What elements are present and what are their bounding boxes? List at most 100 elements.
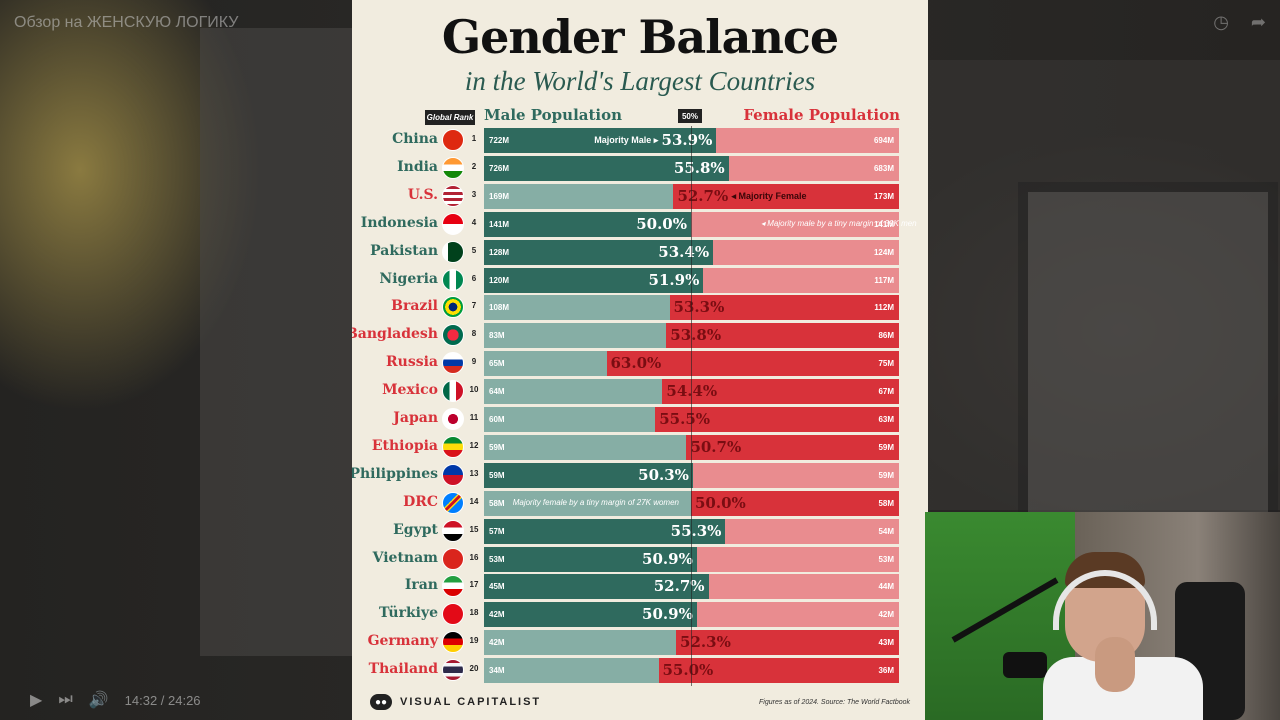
male-population: 45M — [489, 582, 505, 592]
female-population: 53M — [878, 554, 894, 564]
female-segment: 112M 53.3% — [669, 295, 899, 321]
play-icon[interactable]: ▶ — [30, 692, 43, 709]
chart-row: Japan 11 60M 63M 55.5% — [352, 407, 928, 432]
majority-percentage: 53.9% — [661, 131, 713, 149]
female-segment: 173M 52.7% ◂ Majority Female — [673, 183, 899, 209]
male-population: 108M — [489, 303, 510, 313]
male-population: 726M — [489, 163, 510, 173]
chart-row: U.S. 3 169M 173M 52.7% ◂ Majority Female — [352, 183, 928, 209]
female-segment: 124M — [713, 239, 899, 265]
rank-header: Global Rank — [425, 110, 475, 125]
female-segment: 53M — [696, 546, 899, 572]
chart-row: Philippines 13 59M 50.3% 59M — [352, 462, 928, 488]
gender-bar: 83M 86M 53.8% — [484, 323, 899, 349]
male-segment: 726M 55.8% — [484, 155, 729, 181]
majority-percentage: 52.7% — [653, 577, 705, 596]
country-name: India — [397, 158, 438, 175]
male-segment: 169M — [484, 183, 674, 209]
female-segment: 44M — [708, 574, 899, 600]
country-name: Iran — [404, 577, 438, 594]
majority-percentage: 50.3% — [638, 465, 689, 484]
brand-logo: ●● VISUAL CAPITALIST — [370, 694, 541, 710]
global-rank: 17 — [469, 580, 479, 590]
flag-thailand-icon — [442, 659, 464, 682]
flag-turkiye-icon — [442, 603, 464, 626]
chart-row: Vietnam 16 53M 50.9% 53M — [352, 546, 928, 572]
chart-row: Iran 17 45M 52.7% 44M — [352, 574, 928, 600]
male-segment: 65M — [484, 351, 607, 377]
male-segment: 64M — [484, 379, 663, 405]
country-name: Philippines — [352, 465, 438, 482]
gender-bar: 45M 52.7% 44M — [484, 574, 899, 600]
female-segment: 36M 55.0% — [658, 658, 899, 684]
bar-annotation: Majority Male ▸ — [594, 135, 659, 145]
male-segment: 53M 50.9% — [484, 546, 697, 572]
volume-icon[interactable]: 🔊 — [88, 692, 109, 709]
gender-bar: 64M 67M54.4% — [484, 379, 899, 405]
gender-bar: 169M 173M 52.7% ◂ Majority Female — [484, 183, 899, 209]
majority-percentage: 55.8% — [673, 158, 725, 177]
flag-drc-icon — [442, 491, 464, 514]
female-population: 683M — [873, 163, 894, 173]
global-rank: 20 — [469, 664, 479, 674]
male-segment: 141M 50.0% — [484, 211, 691, 237]
chart-row: Ethiopia 12 59M 59M 50.7% — [352, 434, 928, 460]
global-rank: 14 — [469, 496, 479, 506]
male-population: 64M — [489, 387, 505, 397]
chart-row: Brazil 7 108M 112M 53.3% — [352, 295, 928, 321]
chart-row: Nigeria 6 120M 51.9% 117M — [352, 267, 928, 293]
male-population: 42M — [489, 638, 505, 648]
country-name: China — [392, 131, 438, 147]
global-rank: 3 — [471, 189, 477, 199]
female-population: 59M — [878, 470, 894, 480]
gender-bar: 60M 63M 55.5% — [484, 407, 899, 432]
bar-annotation: ◂ Majority Female — [731, 190, 807, 201]
bar-annotation: ◂ Majority male by a tiny margin of 39K … — [761, 218, 917, 228]
majority-percentage: 55.5% — [659, 410, 711, 428]
male-population: 57M — [489, 526, 505, 536]
majority-percentage: 50.7% — [690, 437, 742, 456]
majority-percentage: 50.0% — [695, 493, 746, 512]
country-name: Mexico — [382, 382, 438, 399]
flag-mexico-icon — [442, 380, 464, 403]
global-rank: 9 — [471, 357, 477, 367]
female-population: 86M — [878, 331, 894, 341]
gender-bar: 128M 53.4% 124M — [484, 239, 899, 265]
gender-bar: 59M 59M 50.7% — [484, 434, 899, 460]
next-icon[interactable]: ⏭ — [58, 691, 73, 708]
flag-germany-icon — [442, 631, 464, 654]
flag-egypt-icon — [442, 519, 464, 542]
country-name: Bangladesh — [352, 326, 438, 343]
majority-percentage: 55.3% — [670, 521, 722, 540]
center-line — [691, 126, 692, 686]
male-population: 128M — [489, 247, 510, 257]
flag-pakistan-icon — [442, 240, 464, 263]
female-header: Female Population — [743, 106, 900, 124]
source-note: Figures as of 2024. Source: The World Fa… — [759, 699, 910, 706]
gender-bar: 108M 112M 53.3% — [484, 295, 899, 321]
video-title[interactable]: Обзор на ЖЕНСКУЮ ЛОГИКУ — [14, 14, 239, 31]
female-population: 36M — [878, 666, 894, 676]
female-population: 43M — [878, 638, 894, 648]
female-population: 54M — [878, 526, 894, 536]
majority-percentage: 50.9% — [642, 605, 693, 624]
share-icon[interactable]: ➦ — [1250, 12, 1266, 32]
streamer-hand — [1095, 637, 1135, 692]
background-webpage-panel — [200, 28, 352, 656]
majority-percentage: 53.3% — [673, 298, 725, 317]
brand-name: VISUAL CAPITALIST — [400, 696, 542, 708]
gender-bar: 65M 75M 63.0% — [484, 351, 899, 377]
male-segment: 34M — [484, 658, 659, 684]
male-population: 83M — [489, 331, 505, 341]
bar-annotation: Majority female by a tiny margin of 27K … — [512, 497, 679, 507]
flag-ethiopia-icon — [442, 435, 464, 458]
country-name: Thailand — [368, 661, 438, 678]
chart-row: Indonesia 4 141M 50.0% 141M ◂ Majority male b… — [352, 211, 928, 237]
chart-row: Germany 19 42M 43M 52.3% — [352, 630, 928, 656]
center-label: 50% — [678, 109, 702, 123]
male-segment: 58M Majority female by a tiny margin of 2… — [484, 490, 691, 516]
watch-later-icon[interactable]: ◷ — [1213, 12, 1229, 32]
male-population: 53M — [489, 554, 505, 564]
flag-india-icon — [442, 156, 464, 179]
global-rank: 12 — [469, 440, 479, 450]
